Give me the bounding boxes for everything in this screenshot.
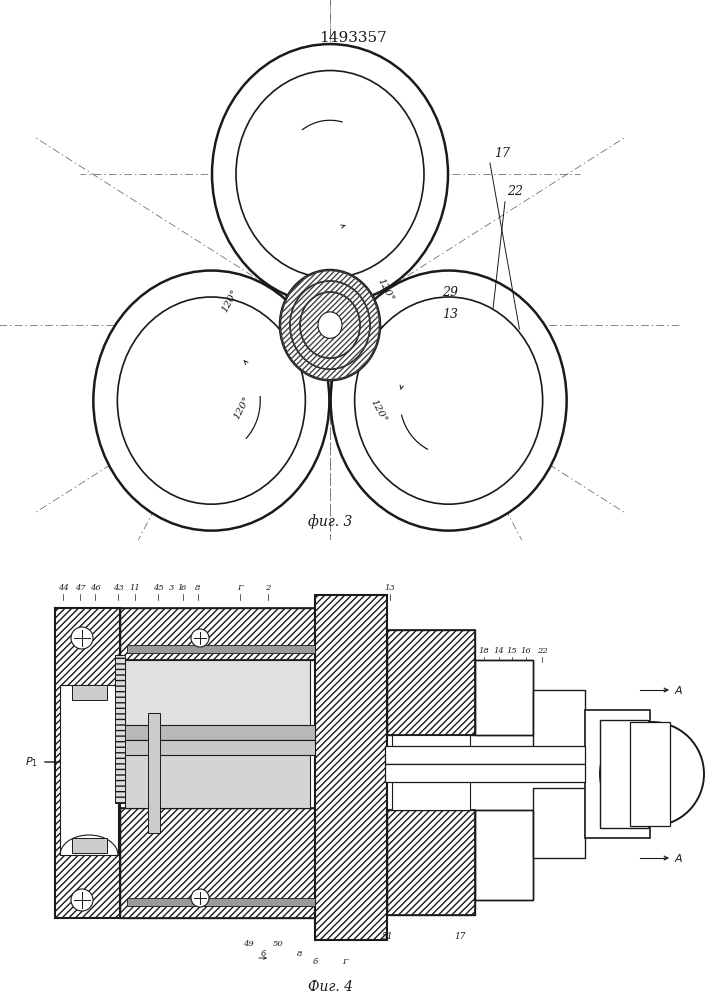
Bar: [600, 720, 648, 828]
Text: 13: 13: [385, 584, 395, 592]
Circle shape: [290, 281, 370, 369]
Text: 14: 14: [493, 647, 504, 655]
Bar: [120, 808, 315, 918]
Circle shape: [600, 722, 704, 826]
Text: Г: Г: [342, 958, 348, 966]
Circle shape: [191, 629, 209, 647]
Bar: [475, 660, 533, 735]
Text: –: –: [336, 79, 344, 97]
Text: $\mathit{A}$: $\mathit{A}$: [674, 684, 684, 696]
Text: 13: 13: [442, 308, 458, 321]
Bar: [387, 630, 475, 735]
Bar: [72, 685, 107, 700]
Bar: [475, 660, 533, 735]
Text: б: б: [312, 958, 317, 966]
Text: $\mathit{A}$: $\mathit{A}$: [308, 79, 322, 97]
Bar: [392, 735, 470, 810]
Bar: [533, 690, 585, 760]
Text: Г: Г: [238, 584, 243, 592]
Bar: [120, 808, 315, 918]
Bar: [585, 710, 650, 838]
Text: 18: 18: [479, 647, 489, 655]
Text: 8: 8: [298, 950, 303, 958]
Bar: [385, 746, 585, 764]
Circle shape: [236, 71, 424, 278]
Bar: [55, 608, 120, 918]
Bar: [315, 595, 387, 940]
Bar: [387, 810, 475, 915]
Bar: [120, 608, 315, 660]
Text: 1: 1: [177, 584, 182, 592]
Text: б: б: [260, 950, 266, 958]
Text: 120°: 120°: [220, 288, 240, 314]
Text: 1493357: 1493357: [319, 31, 387, 45]
Text: 47: 47: [75, 584, 86, 592]
Text: фиг. 3: фиг. 3: [308, 514, 352, 529]
Bar: [630, 722, 670, 826]
Text: 16: 16: [520, 647, 532, 655]
Text: 17: 17: [455, 932, 466, 941]
Text: 3: 3: [169, 584, 175, 592]
Bar: [475, 810, 533, 900]
Bar: [385, 764, 585, 782]
Text: 120°: 120°: [368, 398, 388, 424]
Bar: [475, 660, 533, 735]
Bar: [115, 655, 125, 803]
Bar: [120, 608, 315, 660]
Bar: [475, 810, 533, 900]
Bar: [125, 740, 310, 808]
Bar: [60, 685, 118, 855]
Text: 50: 50: [273, 940, 284, 948]
Text: Фиг. 4: Фиг. 4: [308, 980, 353, 994]
Text: 43: 43: [112, 584, 124, 592]
Text: 120°: 120°: [232, 395, 252, 421]
Bar: [127, 898, 315, 906]
Bar: [533, 788, 585, 858]
Text: 17: 17: [494, 147, 510, 160]
Circle shape: [117, 297, 305, 504]
Text: 22: 22: [537, 647, 547, 655]
Bar: [72, 838, 107, 853]
Circle shape: [318, 312, 342, 338]
Text: 49: 49: [243, 940, 253, 948]
Text: 8: 8: [195, 584, 201, 592]
Bar: [387, 630, 475, 735]
Bar: [125, 660, 310, 735]
Circle shape: [212, 44, 448, 304]
Text: 15: 15: [507, 647, 518, 655]
Bar: [120, 725, 315, 740]
Bar: [387, 810, 475, 915]
Bar: [127, 645, 315, 653]
Bar: [148, 713, 160, 833]
Circle shape: [71, 627, 93, 649]
Text: 6: 6: [180, 584, 186, 592]
Text: 29: 29: [442, 286, 458, 299]
Text: 44: 44: [58, 584, 69, 592]
Circle shape: [191, 889, 209, 907]
Circle shape: [331, 271, 566, 531]
Text: 22: 22: [507, 185, 523, 198]
Bar: [475, 810, 533, 900]
Circle shape: [71, 889, 93, 911]
Bar: [120, 740, 315, 755]
Text: 120°: 120°: [375, 277, 395, 303]
Text: 51: 51: [382, 932, 394, 941]
Text: 46: 46: [90, 584, 100, 592]
Bar: [55, 608, 120, 918]
Text: $P_1$: $P_1$: [25, 755, 38, 769]
Circle shape: [300, 292, 360, 358]
Text: 11: 11: [129, 584, 141, 592]
Bar: [315, 595, 387, 940]
Circle shape: [355, 297, 543, 504]
Text: 2: 2: [265, 584, 271, 592]
Text: 45: 45: [153, 584, 163, 592]
Circle shape: [280, 270, 380, 380]
Bar: [533, 788, 585, 858]
Text: $\mathit{A}$: $\mathit{A}$: [674, 852, 684, 864]
Bar: [533, 690, 585, 760]
Text: $\mathit{A}$: $\mathit{A}$: [358, 79, 372, 97]
Circle shape: [93, 271, 329, 531]
